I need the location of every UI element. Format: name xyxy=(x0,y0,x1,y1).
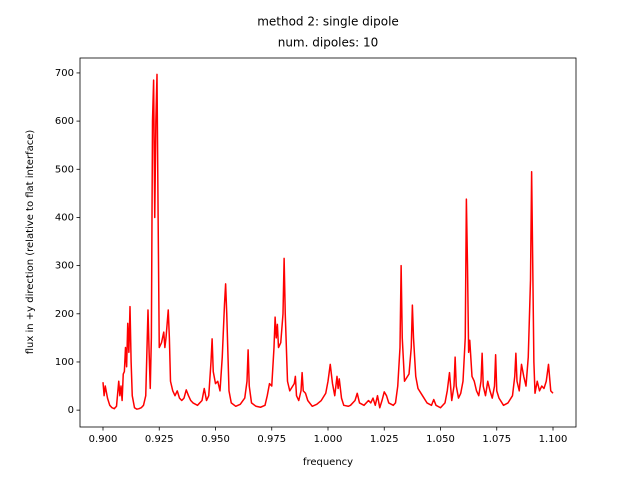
chart-subtitle: num. dipoles: 10 xyxy=(278,36,379,50)
y-tick-label: 200 xyxy=(55,309,74,320)
x-axis-label: frequency xyxy=(303,457,353,468)
y-tick-label: 100 xyxy=(55,357,74,368)
x-tick-label: 0.975 xyxy=(257,434,286,445)
y-tick-label: 600 xyxy=(55,116,74,127)
x-tick-label: 0.900 xyxy=(89,434,118,445)
y-tick-label: 700 xyxy=(55,68,74,79)
plot-frame xyxy=(79,57,577,428)
data-line xyxy=(102,73,554,410)
chart-title: method 2: single dipole xyxy=(257,15,399,29)
y-tick-label: 400 xyxy=(55,212,74,223)
x-tick-label: 1.100 xyxy=(539,434,568,445)
x-tick-label: 1.000 xyxy=(314,434,343,445)
x-tick-label: 1.025 xyxy=(370,434,399,445)
x-tick-label: 1.050 xyxy=(426,434,455,445)
x-tick-label: 0.925 xyxy=(145,434,174,445)
y-axis-label: flux in +y direction (relative to flat i… xyxy=(25,130,36,355)
y-tick-label: 500 xyxy=(55,164,74,175)
x-tick-label: 0.950 xyxy=(201,434,230,445)
y-tick-label: 0 xyxy=(68,405,74,416)
y-tick-label: 300 xyxy=(55,261,74,272)
x-tick-label: 1.075 xyxy=(482,434,511,445)
